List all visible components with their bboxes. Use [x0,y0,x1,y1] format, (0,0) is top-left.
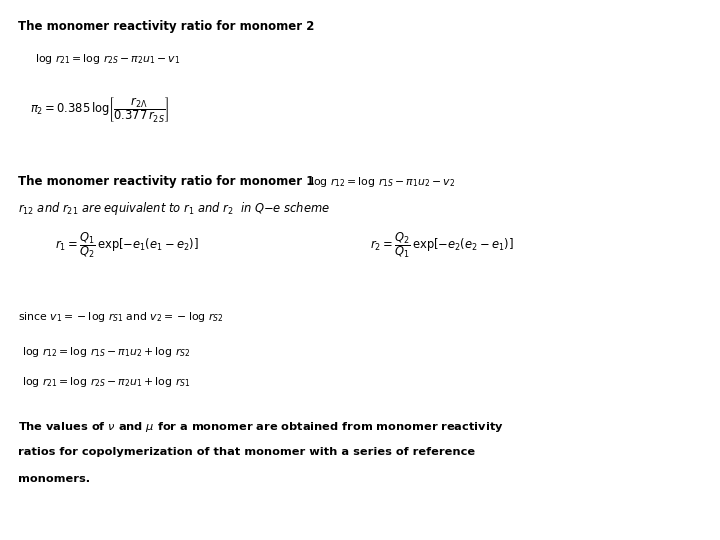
Text: The values of $\nu$ and $\mu$ for a monomer are obtained from monomer reactivity: The values of $\nu$ and $\mu$ for a mono… [18,420,504,434]
Text: $\log\, r_{21} = \log\, r_{2S} - \pi_2 u_1 + \log\, r_{S1}$: $\log\, r_{21} = \log\, r_{2S} - \pi_2 u… [22,375,190,389]
Text: $r_1 = \dfrac{Q_1}{Q_2}\,\exp[-e_1(e_1 - e_2)]$: $r_1 = \dfrac{Q_1}{Q_2}\,\exp[-e_1(e_1 -… [55,230,199,260]
Text: The monomer reactivity ratio for monomer 2: The monomer reactivity ratio for monomer… [18,20,315,33]
Text: $r_2 = \dfrac{Q_2}{Q_1}\,\exp[-e_2(e_2 - e_1)]$: $r_2 = \dfrac{Q_2}{Q_1}\,\exp[-e_2(e_2 -… [370,230,514,260]
Text: The monomer reactivity ratio for monomer 1: The monomer reactivity ratio for monomer… [18,175,315,188]
Text: $\log\, r_{12} = \log\, r_{1S} - \pi_1 u_2 + \log\, r_{S2}$: $\log\, r_{12} = \log\, r_{1S} - \pi_1 u… [22,345,190,359]
Text: $\pi_2 = 0.385\,\log\!\left[\dfrac{r_{2\Lambda}}{0.377\,r_{2S}}\right]$: $\pi_2 = 0.385\,\log\!\left[\dfrac{r_{2\… [30,95,170,124]
Text: $\log\, r_{21} = \log\, r_{2S} - \pi_2 u_1 - v_1$: $\log\, r_{21} = \log\, r_{2S} - \pi_2 u… [35,52,181,66]
Text: since $v_1 = -\log\, r_{S1}$ and $v_2 = -\log\, r_{S2}$: since $v_1 = -\log\, r_{S1}$ and $v_2 = … [18,310,224,324]
Text: ratios for copolymerization of that monomer with a series of reference: ratios for copolymerization of that mono… [18,447,475,457]
Text: $r_{12}$ and $r_{21}$ are equivalent to $r_1$ and $r_2$  in Q$-$e scheme: $r_{12}$ and $r_{21}$ are equivalent to … [18,200,330,217]
Text: $\log\, r_{12} = \log\, r_{1S} - \pi_1 u_2 - v_2$: $\log\, r_{12} = \log\, r_{1S} - \pi_1 u… [310,175,455,189]
Text: monomers.: monomers. [18,474,90,484]
